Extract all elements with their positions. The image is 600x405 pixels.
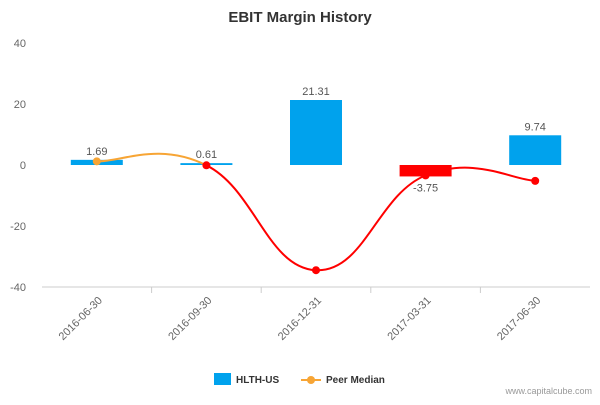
bar-hlth-us[interactable] xyxy=(290,100,342,165)
legend[interactable]: HLTH-US Peer Median xyxy=(214,373,385,386)
data-label: 9.74 xyxy=(524,121,545,133)
peer-median-line-segment xyxy=(205,164,317,272)
legend-swatch-hlth-us[interactable] xyxy=(214,373,231,385)
y-tick-label: 20 xyxy=(14,99,26,111)
peer-median-point[interactable] xyxy=(312,266,320,275)
bars-layer xyxy=(70,100,562,177)
y-tick-label: -40 xyxy=(10,282,26,294)
data-label: -3.75 xyxy=(413,182,438,194)
peer-median-line-segment xyxy=(315,174,426,272)
legend-marker-peer-median[interactable] xyxy=(307,376,315,384)
y-tick-label: 0 xyxy=(20,160,26,172)
peer-median-point[interactable] xyxy=(202,161,211,170)
data-label: 0.61 xyxy=(196,149,217,161)
credit-text: www.capitalcube.com xyxy=(504,386,592,396)
chart-title: EBIT Margin History xyxy=(228,9,372,26)
peer-median-line-layer xyxy=(92,152,540,275)
x-tick-label: 2016-09-30 xyxy=(166,295,214,343)
y-tick-label: 40 xyxy=(14,38,26,50)
x-tick-label: 2017-06-30 xyxy=(495,295,543,343)
x-tick-label: 2017-03-31 xyxy=(385,295,433,343)
peer-median-point[interactable] xyxy=(421,171,430,180)
legend-label-peer-median[interactable]: Peer Median xyxy=(326,375,385,386)
x-tick-label: 2016-06-30 xyxy=(57,295,105,343)
peer-median-point[interactable] xyxy=(92,157,101,166)
legend-label-hlth-us[interactable]: HLTH-US xyxy=(236,375,279,386)
data-label: 1.69 xyxy=(86,146,107,158)
x-tick-label: 2016-12-31 xyxy=(276,295,324,343)
bar-hlth-us[interactable] xyxy=(399,165,452,177)
peer-median-line-segment xyxy=(96,152,207,167)
y-tick-label: -20 xyxy=(10,221,26,233)
peer-median-point[interactable] xyxy=(531,176,540,185)
axes: 40 20 0 -20 -40 2016-06-30 2016-09-30 2016-12-3… xyxy=(10,38,590,343)
bar-hlth-us[interactable] xyxy=(509,135,562,165)
data-labels-layer: 1.69 0.61 21.31 -3.75 9.74 xyxy=(86,86,546,194)
peer-median-line-segment xyxy=(425,166,536,182)
data-label: 21.31 xyxy=(302,86,330,98)
